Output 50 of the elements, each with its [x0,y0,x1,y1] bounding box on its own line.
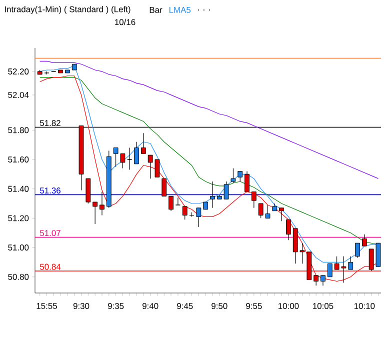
ref-line-label: 50.84 [40,264,61,270]
candlestick [230,168,236,184]
y-tick-label: 51.60 [8,156,29,162]
chart-subtitle: 10/16 [115,18,136,26]
y-tick-label: 52.04 [8,92,29,98]
candlestick [314,275,319,286]
candlestick [286,219,291,240]
candlestick [86,178,91,204]
y-tick-label: 50.80 [8,274,29,280]
x-tick-label: 10:10 [354,303,375,310]
x-tick-label: 9:40 [142,303,158,310]
text: LMA5 [169,7,191,13]
x-tick-label: 9:30 [73,303,90,310]
candlestick [210,181,215,208]
x-tick-label: 9:55 [246,303,262,310]
candlestick [127,147,132,170]
y-tick-label: 51.00 [8,244,29,251]
y-tick-label: 52.20 [8,68,29,74]
x-tick-label: 9:50 [212,303,228,310]
candlestick [140,132,146,154]
y-tick-label: 51.80 [8,127,29,134]
candlestick [162,178,167,196]
ref-line-label: 51.07 [40,230,60,236]
x-tick-label: 10:00 [278,303,299,310]
chart-title: Intraday(1-Min) ( Standard ) (Left) [4,6,130,14]
candlestick [320,275,326,286]
x-tick-label: 10:05 [313,303,334,310]
ref-line-label: 51.82 [40,120,60,126]
x-tick-label: 15:55 [36,303,57,309]
candlestick [348,256,354,270]
candlestick [238,170,243,182]
candlestick [251,191,256,208]
candlestick [224,181,229,200]
candlestick [244,170,250,192]
candlestick [355,242,360,258]
x-tick-label: 9:45 [177,303,193,310]
y-tick-label: 51.40 [8,186,29,192]
candlestick [134,142,139,164]
candlestick [182,206,188,220]
candlestick [196,208,202,228]
candlestick [100,191,104,216]
candlestick [279,208,284,222]
candlestick [92,202,98,224]
candlestick [168,196,174,212]
ref-line-label: 51.36 [40,188,60,194]
candlestick [327,263,332,278]
y-tick-label: 51.20 [8,215,29,222]
text: Bar [150,7,162,13]
x-tick-label: 9:35 [108,303,124,310]
candlestick [362,234,367,246]
